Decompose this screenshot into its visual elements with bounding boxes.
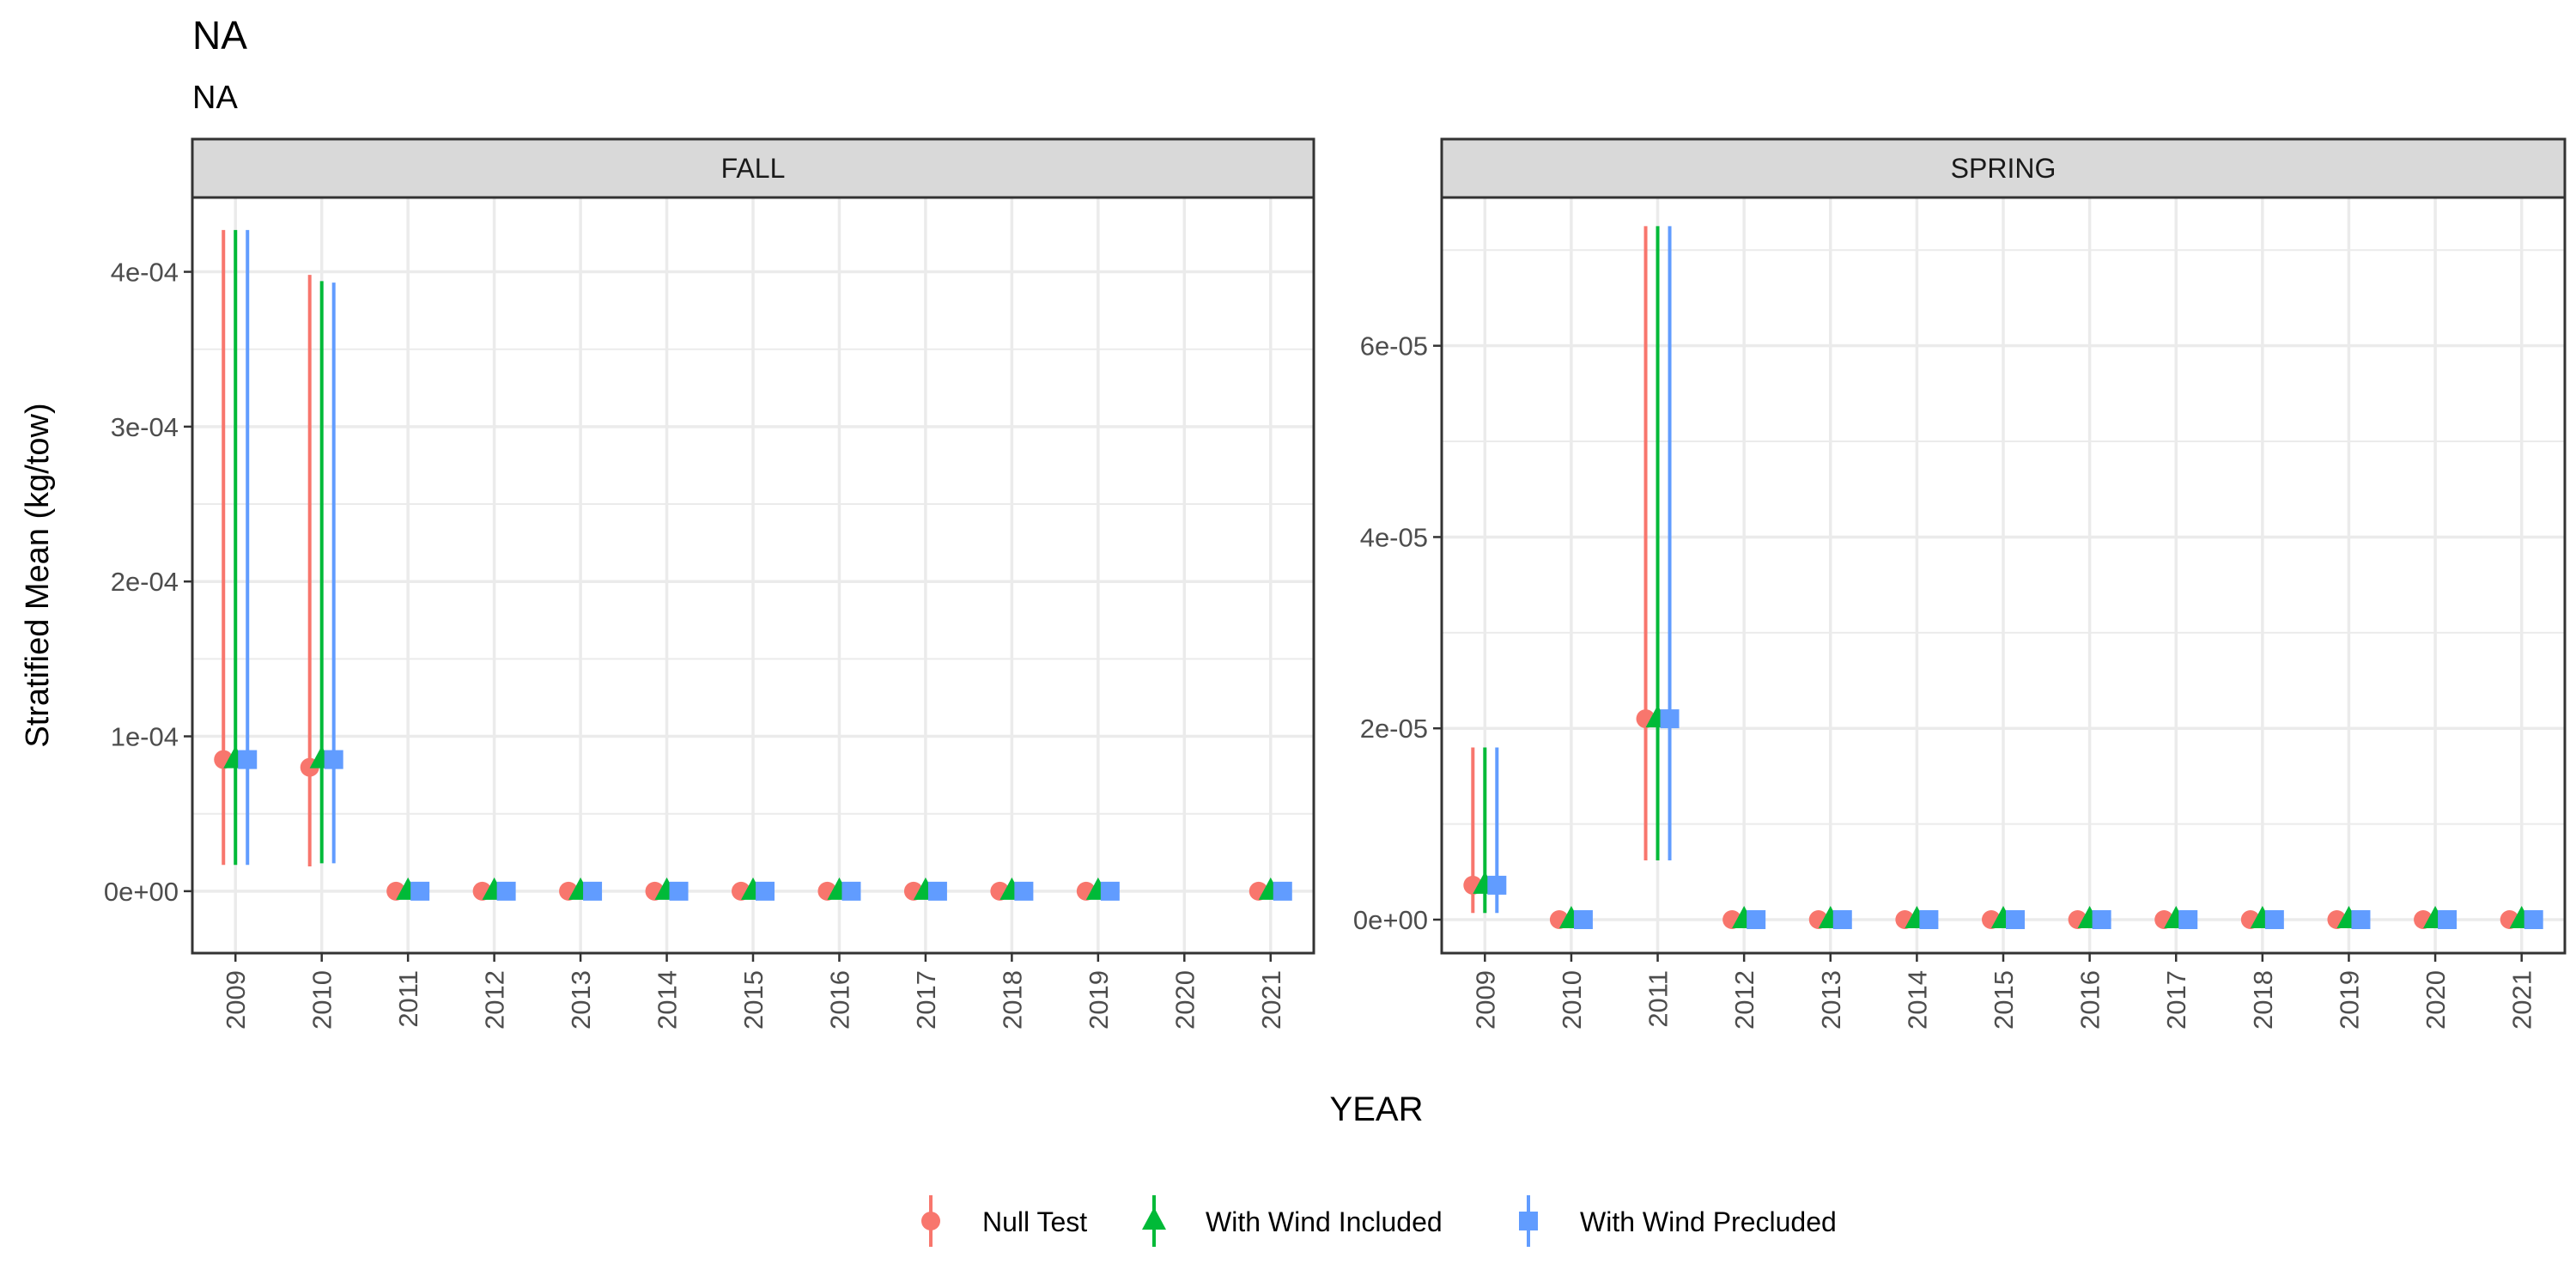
y-tick-label: 0e+00 <box>104 877 179 907</box>
x-tick-label: 2012 <box>480 970 510 1030</box>
x-tick-label: 2021 <box>2507 970 2537 1030</box>
legend-label: Null Test <box>982 1206 1087 1237</box>
data-point <box>1014 881 1034 901</box>
y-tick-label: 6e-05 <box>1360 331 1428 361</box>
legend: Null Test With Wind Included With Wind Pre… <box>921 1195 1837 1247</box>
data-point <box>2264 910 2284 930</box>
data-point <box>2006 910 2025 930</box>
x-tick-label: 2021 <box>1256 970 1286 1030</box>
y-tick-label: 2e-05 <box>1360 714 1428 744</box>
data-point <box>496 881 516 901</box>
y-tick-label: 3e-04 <box>111 412 179 442</box>
data-point <box>927 881 947 901</box>
y-axis-label: Stratified Mean (kg/tow) <box>20 403 56 747</box>
y-tick-label: 1e-04 <box>111 722 179 752</box>
x-tick-label: 2014 <box>1902 970 1932 1030</box>
legend-item: Null Test <box>921 1195 1087 1247</box>
data-point <box>2092 910 2111 930</box>
x-tick-label: 2016 <box>824 970 854 1030</box>
y-tick-label: 4e-04 <box>111 258 179 288</box>
x-tick-label: 2017 <box>911 970 941 1030</box>
facet-strip-label: FALL <box>721 153 786 184</box>
chart-title: NA <box>192 13 247 58</box>
x-tick-label: 2009 <box>221 970 251 1030</box>
facet-panel-fall: 0e+00 1e-04 2e-04 3e-04 4e-04 2009 2010 2011 201… <box>104 137 1315 1030</box>
x-axis-label: YEAR <box>1330 1091 1424 1128</box>
legend-key-circle <box>921 1212 940 1230</box>
x-tick-label: 2009 <box>1470 970 1500 1030</box>
data-point <box>410 881 430 901</box>
x-tick-label: 2013 <box>1816 970 1846 1030</box>
data-point <box>324 750 343 769</box>
x-tick-label: 2018 <box>2248 970 2278 1030</box>
data-point <box>1660 709 1680 729</box>
legend-key-square <box>1519 1212 1538 1230</box>
data-point <box>841 881 861 901</box>
y-tick-label: 4e-05 <box>1360 522 1428 552</box>
legend-label: With Wind Precluded <box>1580 1206 1837 1237</box>
facet-strip <box>1440 137 2567 199</box>
legend-label: With Wind Included <box>1206 1206 1443 1237</box>
data-point <box>1747 910 1766 930</box>
data-point <box>1487 875 1507 895</box>
x-tick-label: 2020 <box>1170 970 1200 1030</box>
data-point <box>1573 910 1593 930</box>
x-tick-label: 2019 <box>2334 970 2364 1030</box>
data-point <box>756 881 775 901</box>
y-tick-label: 2e-04 <box>111 567 179 597</box>
facet-panel-spring: 0e+00 2e-05 4e-05 6e-05 2009 2010 2011 2012 2013… <box>1353 137 2567 1030</box>
data-point <box>669 881 689 901</box>
data-point <box>583 881 603 901</box>
x-tick-label: 2013 <box>566 970 596 1030</box>
y-tick-label: 0e+00 <box>1353 905 1428 935</box>
x-tick-label: 2018 <box>997 970 1027 1030</box>
facet-strip <box>191 137 1315 199</box>
data-point <box>2351 910 2371 930</box>
x-tick-label: 2011 <box>393 970 423 1028</box>
data-point <box>1919 910 1939 930</box>
x-tick-label: 2019 <box>1084 970 1114 1030</box>
x-tick-label: 2012 <box>1729 970 1759 1030</box>
data-point <box>2438 910 2458 930</box>
data-point <box>238 750 258 769</box>
facet-strip-label: SPRING <box>1951 153 2057 184</box>
legend-key-triangle <box>1142 1207 1166 1230</box>
chart-subtitle: NA <box>192 80 238 116</box>
x-tick-label: 2014 <box>653 970 683 1030</box>
facet-panels: 0e+00 1e-04 2e-04 3e-04 4e-04 2009 2010 2011 201… <box>104 137 2567 1030</box>
data-point <box>2524 910 2543 930</box>
x-tick-label: 2011 <box>1643 970 1674 1028</box>
data-point <box>1100 881 1120 901</box>
x-tick-label: 2017 <box>2161 970 2191 1030</box>
x-tick-label: 2015 <box>1989 970 2019 1030</box>
x-tick-label: 2010 <box>1557 970 1587 1030</box>
data-point <box>1832 910 1852 930</box>
x-tick-label: 2016 <box>2075 970 2105 1030</box>
x-tick-label: 2020 <box>2421 970 2451 1030</box>
legend-item: With Wind Precluded <box>1519 1195 1837 1247</box>
x-tick-label: 2015 <box>738 970 769 1030</box>
legend-item: With Wind Included <box>1142 1195 1443 1247</box>
data-point <box>2178 910 2198 930</box>
data-point <box>1273 881 1292 901</box>
x-tick-label: 2010 <box>307 970 337 1030</box>
